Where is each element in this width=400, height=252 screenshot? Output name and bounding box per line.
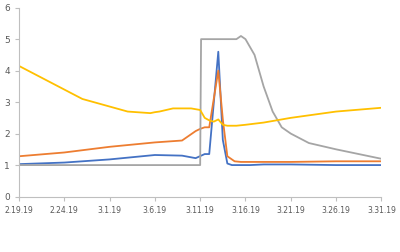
PT ratio (202, 152, 207, 155)
APTT ratio (16, 155, 21, 158)
Fibrinogen (207, 119, 212, 122)
Fibrinogen (44, 79, 48, 82)
TT ratio (379, 157, 384, 160)
TT ratio (279, 126, 284, 129)
Fibrinogen (80, 98, 85, 101)
Fibrinogen (261, 121, 266, 124)
Fibrinogen (152, 111, 157, 114)
PT ratio (193, 157, 198, 160)
Fibrinogen (379, 106, 384, 109)
TT ratio (216, 38, 221, 41)
PT ratio (248, 164, 252, 167)
TT ratio (270, 110, 275, 113)
APTT ratio (238, 161, 243, 164)
Line: APTT ratio: APTT ratio (19, 71, 381, 162)
Fibrinogen (170, 107, 175, 110)
APTT ratio (62, 151, 67, 154)
Fibrinogen (211, 120, 216, 123)
PT ratio (180, 154, 184, 157)
APTT ratio (232, 160, 237, 163)
PT ratio (288, 163, 293, 166)
Legend: PT ratio, APTT ratio, TT ratio, Fibrinogen: PT ratio, APTT ratio, TT ratio, Fibrinog… (74, 250, 326, 252)
TT ratio (16, 164, 21, 167)
Fibrinogen (243, 123, 248, 126)
TT ratio (238, 35, 243, 38)
PT ratio (230, 164, 234, 167)
TT ratio (199, 38, 204, 41)
Fibrinogen (125, 110, 130, 113)
Fibrinogen (220, 123, 225, 126)
APTT ratio (379, 160, 384, 163)
APTT ratio (288, 161, 293, 164)
PT ratio (238, 164, 243, 167)
TT ratio (252, 53, 257, 56)
Fibrinogen (288, 116, 293, 119)
TT ratio (261, 85, 266, 88)
Line: Fibrinogen: Fibrinogen (19, 66, 381, 126)
Fibrinogen (16, 65, 21, 68)
Fibrinogen (148, 112, 153, 115)
APTT ratio (248, 161, 252, 164)
TT ratio (243, 38, 248, 41)
APTT ratio (334, 160, 338, 163)
TT ratio (288, 132, 293, 135)
TT ratio (144, 164, 148, 167)
PT ratio (16, 163, 21, 166)
Fibrinogen (225, 124, 230, 127)
Line: TT ratio: TT ratio (19, 36, 381, 165)
PT ratio (334, 164, 338, 167)
TT ratio (107, 164, 112, 167)
PT ratio (207, 152, 212, 155)
APTT ratio (193, 130, 198, 133)
APTT ratio (261, 161, 266, 164)
APTT ratio (202, 126, 207, 129)
PT ratio (152, 153, 157, 156)
APTT ratio (216, 69, 221, 72)
PT ratio (220, 138, 225, 141)
Fibrinogen (334, 110, 338, 113)
TT ratio (62, 164, 67, 167)
Fibrinogen (216, 118, 221, 121)
APTT ratio (225, 155, 230, 158)
APTT ratio (107, 145, 112, 148)
Line: PT ratio: PT ratio (19, 52, 381, 165)
TT ratio (334, 148, 338, 151)
APTT ratio (152, 141, 157, 144)
PT ratio (379, 164, 384, 167)
Fibrinogen (198, 108, 202, 111)
APTT ratio (198, 127, 202, 130)
Fibrinogen (202, 116, 207, 119)
Fibrinogen (234, 124, 239, 127)
Fibrinogen (189, 107, 194, 110)
PT ratio (261, 163, 266, 166)
APTT ratio (180, 139, 184, 142)
APTT ratio (207, 126, 212, 129)
PT ratio (216, 50, 221, 53)
PT ratio (225, 162, 230, 165)
PT ratio (62, 161, 67, 164)
TT ratio (198, 164, 202, 167)
TT ratio (234, 38, 239, 41)
Fibrinogen (157, 110, 162, 113)
PT ratio (107, 158, 112, 161)
APTT ratio (220, 118, 225, 121)
TT ratio (306, 142, 311, 145)
